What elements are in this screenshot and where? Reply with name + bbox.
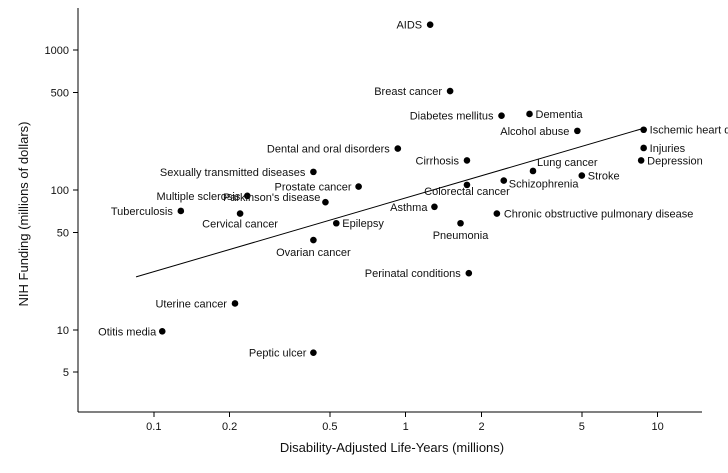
data-point — [640, 144, 647, 152]
point-label: Multiple sclerosis — [157, 191, 241, 203]
data-point — [310, 349, 317, 356]
point-label: Pneumonia — [433, 230, 490, 242]
data-point — [177, 207, 185, 215]
point-label: Dementia — [536, 109, 584, 121]
data-point — [529, 167, 537, 175]
data-point — [394, 145, 402, 152]
point-label: Prostate cancer — [275, 182, 352, 194]
x-tick-label: 2 — [479, 421, 485, 433]
point-label: Otitis media — [98, 326, 157, 338]
point-label: Asthma — [390, 202, 428, 214]
data-point — [310, 236, 317, 244]
axes: 0.1 0.2 0.5 1 2 5 10 5 10 50 100 500 1000 — [45, 8, 702, 433]
x-tick-label: 0.1 — [146, 421, 161, 433]
point-label: Injuries — [650, 143, 686, 155]
point-label: Chronic obstructive pulmonary disease — [504, 209, 694, 221]
point-label: Diabetes mellitus — [410, 111, 494, 123]
data-point — [446, 87, 454, 95]
point-label: Uterine cancer — [155, 298, 227, 310]
point-label: Cirrhosis — [416, 155, 460, 167]
x-tick-label: 1 — [403, 421, 409, 433]
y-axis-ticks: 5 10 50 100 500 1000 — [45, 45, 78, 379]
data-point — [465, 269, 473, 277]
point-label: Colorectal cancer — [424, 186, 510, 198]
data-point — [578, 172, 586, 179]
data-point — [498, 112, 505, 120]
x-axis-title: Disability-Adjusted Life-Years (millions… — [280, 440, 504, 455]
x-tick-label: 5 — [579, 421, 585, 433]
point-label: Sexually transmitted diseases — [160, 167, 306, 179]
point-label: AIDS — [396, 20, 422, 32]
point-label: Depression — [647, 155, 703, 167]
data-point — [463, 157, 471, 164]
data-point — [637, 157, 645, 164]
point-label: Lung cancer — [537, 157, 598, 169]
data-point — [463, 181, 471, 189]
y-tick-label: 500 — [51, 87, 69, 99]
y-tick-label: 1000 — [45, 45, 69, 57]
y-tick-label: 100 — [51, 185, 69, 197]
point-label: Ovarian cancer — [276, 247, 351, 259]
data-point — [355, 183, 362, 190]
point-label: Alcohol abuse — [500, 126, 569, 138]
point-label: Breast cancer — [374, 86, 442, 98]
point-label: Stroke — [588, 171, 620, 183]
point-label: Ischemic heart disease — [650, 125, 728, 137]
x-tick-label: 0.2 — [222, 421, 237, 433]
y-tick-label: 50 — [57, 227, 69, 239]
data-points: AIDS Breast cancer Diabetes mellitus Dement… — [98, 20, 728, 360]
point-label: Peptic ulcer — [249, 348, 307, 360]
data-point — [426, 21, 434, 28]
data-point — [158, 328, 166, 335]
data-point — [244, 192, 251, 200]
data-point — [332, 219, 340, 227]
data-point — [526, 110, 533, 118]
y-tick-label: 5 — [63, 367, 69, 379]
point-label: Epilepsy — [342, 218, 384, 230]
point-label: Parkinson's disease — [223, 192, 321, 204]
point-label: Cervical cancer — [202, 219, 278, 231]
point-label: Tuberculosis — [111, 206, 173, 218]
data-point — [640, 126, 647, 134]
data-point — [493, 210, 501, 217]
x-tick-label: 10 — [652, 421, 664, 433]
y-tick-label: 10 — [57, 325, 69, 337]
x-tick-label: 0.5 — [322, 421, 337, 433]
point-label: Perinatal conditions — [365, 268, 462, 280]
data-point — [322, 198, 329, 206]
data-point — [231, 300, 239, 307]
data-point — [574, 127, 581, 135]
data-point — [236, 210, 244, 217]
trend-line — [135, 128, 643, 278]
point-label: Dental and oral disorders — [267, 144, 390, 156]
data-point — [310, 168, 317, 176]
point-label: Schizophrenia — [509, 179, 580, 191]
data-point — [457, 219, 464, 227]
y-axis-title: NIH Funding (millions of dollars) — [16, 122, 31, 307]
data-point — [431, 203, 438, 211]
x-axis-ticks: 0.1 0.2 0.5 1 2 5 10 — [146, 412, 664, 433]
data-point — [500, 177, 508, 184]
